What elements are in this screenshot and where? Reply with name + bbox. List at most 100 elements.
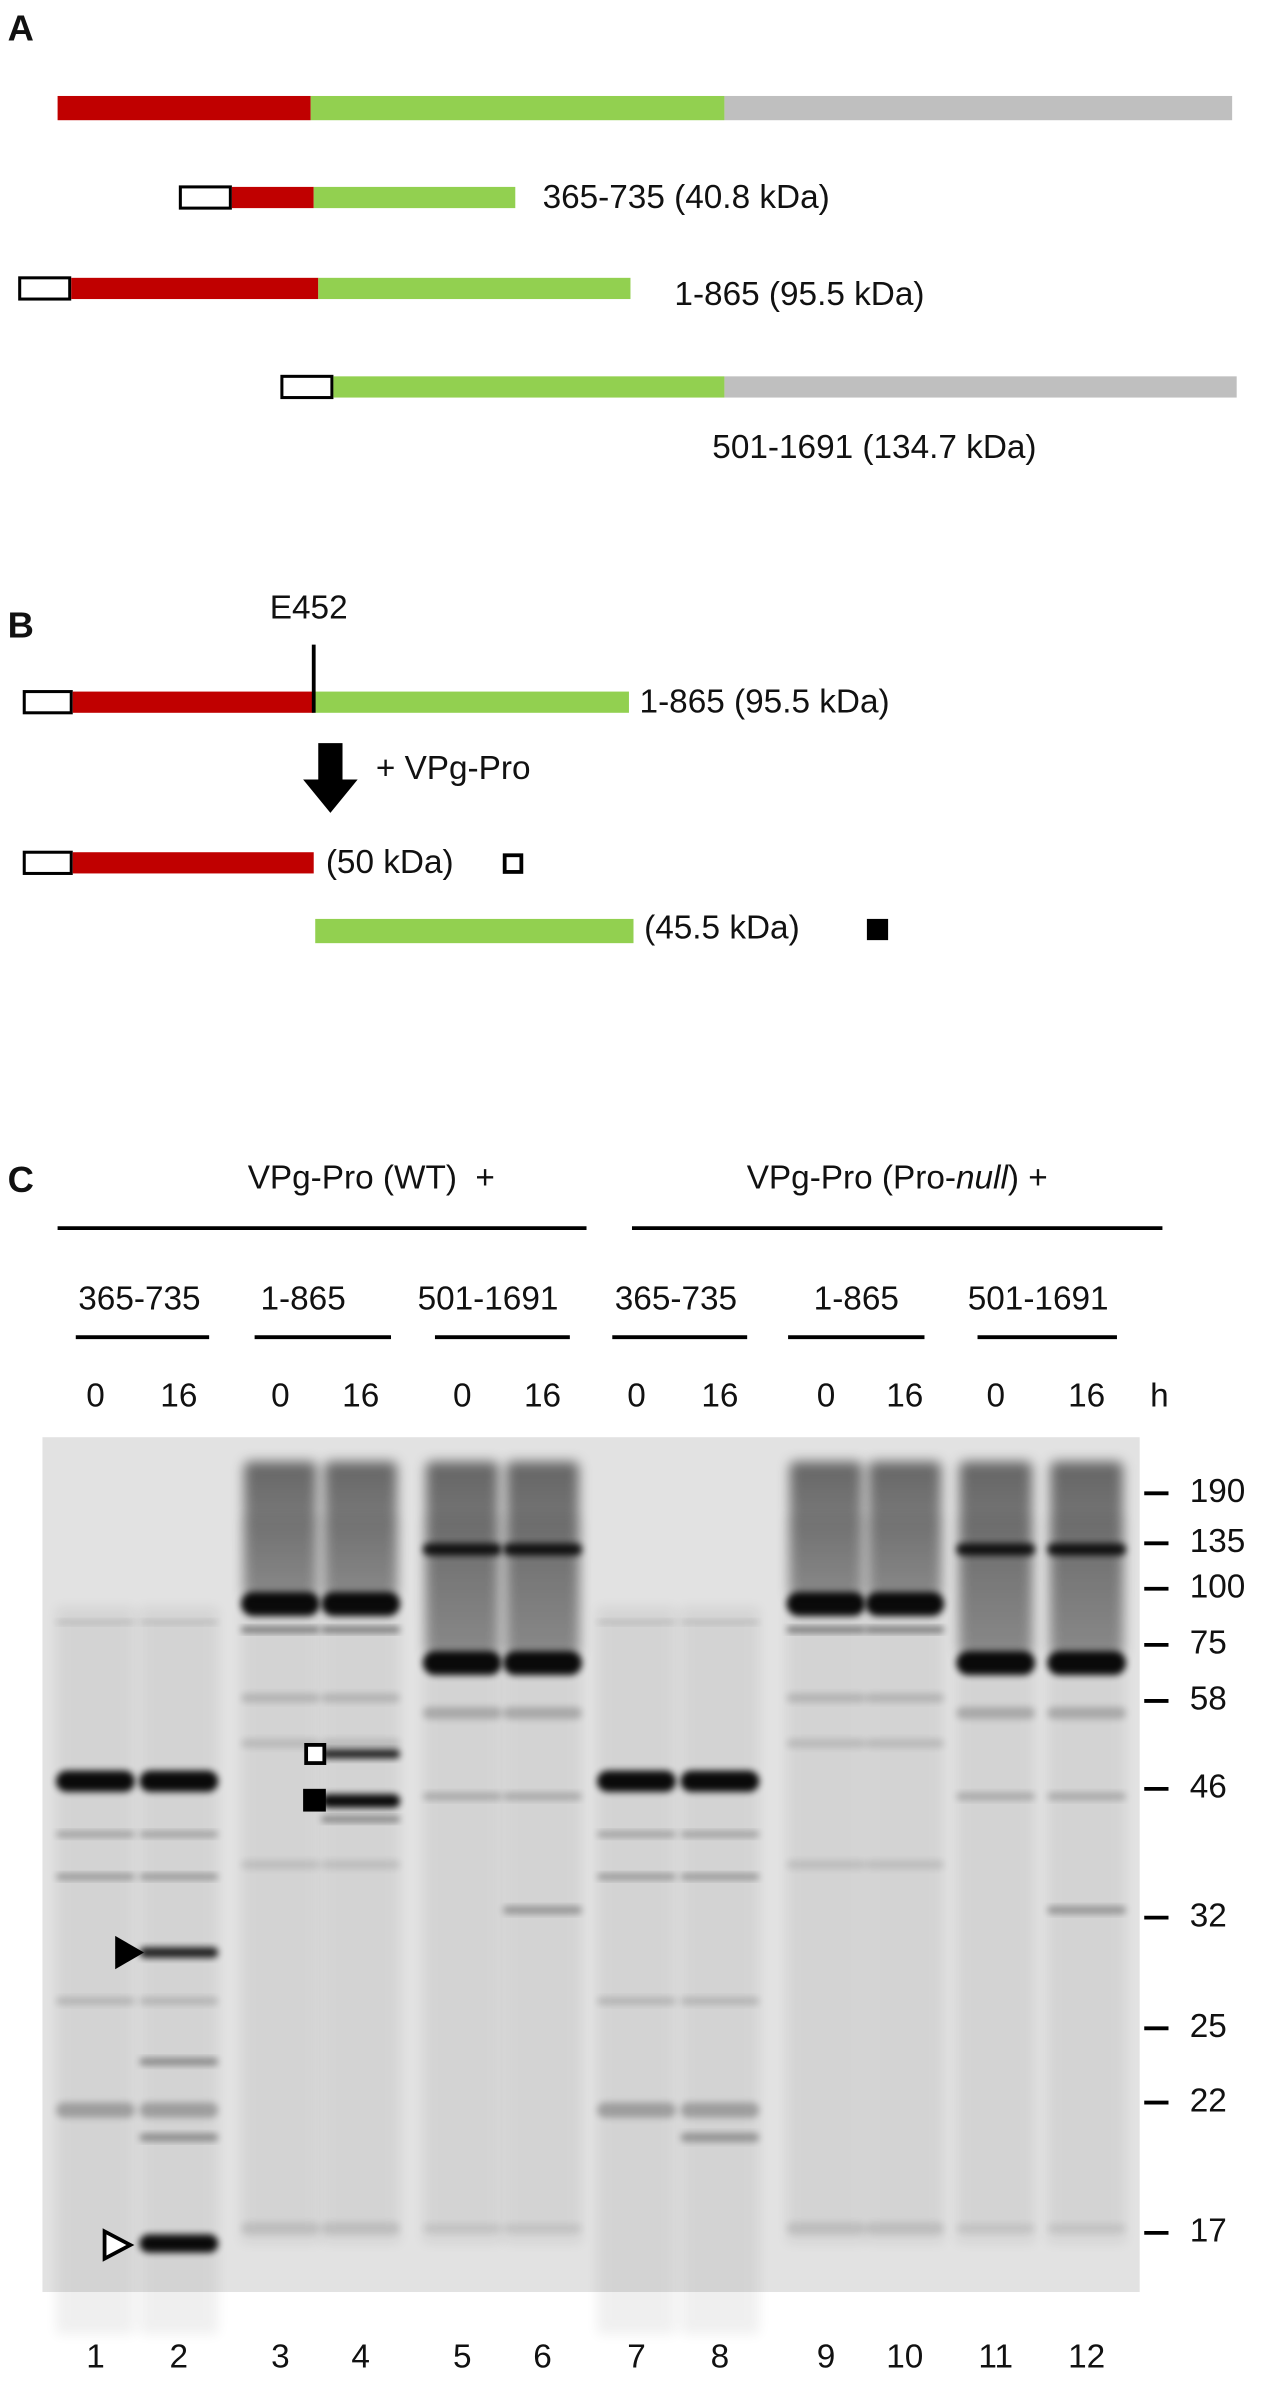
marker-label: 46 <box>1190 1769 1227 1806</box>
band <box>321 1626 401 1633</box>
product-label: (45.5 kDa) <box>644 909 800 946</box>
construct: 1-865 (95.5 kDa) <box>18 276 925 313</box>
product: (50 kDa) <box>22 844 524 881</box>
band <box>597 2102 676 2118</box>
band <box>597 1619 676 1625</box>
band <box>139 2133 219 2142</box>
lane-smear <box>786 1516 866 2244</box>
marker-label: 17 <box>1190 2213 1227 2250</box>
product: (45.5 kDa) <box>315 909 889 946</box>
band <box>680 1831 760 1838</box>
band <box>321 1816 401 1823</box>
band <box>680 2132 760 2142</box>
lane-top-smear <box>244 1461 317 1598</box>
time-label: 16 <box>1068 1378 1105 1415</box>
construct-label: 1-865 <box>260 1281 345 1318</box>
domain-red <box>57 95 311 121</box>
time-label: 16 <box>701 1378 738 1415</box>
tag <box>22 690 73 715</box>
domain-green <box>313 186 516 209</box>
band <box>1047 1543 1127 1556</box>
site-label: E452 <box>270 590 348 627</box>
band <box>503 1792 582 1801</box>
domain-gray <box>724 376 1237 398</box>
construct-label: 501-1691 <box>418 1281 559 1318</box>
band <box>139 1947 219 1958</box>
band <box>865 1591 945 1617</box>
lane-number: 3 <box>271 2338 290 2375</box>
band <box>786 1626 866 1633</box>
marker-label: 75 <box>1190 1625 1227 1662</box>
band <box>865 2222 945 2235</box>
group-label: VPg-Pro (Pro-null) + <box>747 1159 1048 1196</box>
lane-number: 10 <box>886 2338 923 2375</box>
band <box>139 1831 219 1838</box>
gel-bands <box>56 1461 1127 2335</box>
time-label: 0 <box>986 1378 1005 1415</box>
lane-smear <box>139 1606 219 2335</box>
band <box>786 1591 866 1617</box>
full-protein <box>57 95 1233 121</box>
time-label: 16 <box>342 1378 379 1415</box>
band <box>865 1738 945 1748</box>
band <box>56 1619 135 1625</box>
lane-top-smear <box>324 1461 398 1598</box>
domain-green <box>315 918 634 944</box>
band <box>956 1543 1036 1556</box>
band <box>422 1543 502 1556</box>
band <box>56 2102 135 2118</box>
lane-number: 2 <box>170 2338 189 2375</box>
band <box>139 1619 219 1625</box>
domain-red <box>71 277 319 300</box>
treatment-label: + VPg-Pro <box>376 750 531 787</box>
domain-red <box>231 186 314 209</box>
band <box>956 2223 1036 2233</box>
marker-label: 190 <box>1190 1473 1246 1510</box>
construct-label: 1-865 (95.5 kDa) <box>640 684 890 721</box>
lane-number: 5 <box>453 2338 472 2375</box>
tag <box>280 374 334 400</box>
time-label: 16 <box>160 1378 197 1415</box>
band <box>956 1792 1036 1801</box>
marker-label: 135 <box>1190 1523 1246 1560</box>
band <box>1047 1650 1127 1676</box>
lane-number: 9 <box>817 2338 836 2375</box>
band <box>786 1860 866 1870</box>
panel-label: A <box>8 7 34 48</box>
band <box>786 2222 866 2235</box>
band <box>503 1543 582 1556</box>
construct-label: 365-735 <box>78 1281 200 1318</box>
band <box>680 1873 760 1880</box>
marker-label: 25 <box>1190 2008 1227 2045</box>
domain-red <box>72 691 314 713</box>
construct-label: 1-865 (95.5 kDa) <box>674 276 924 313</box>
group-text-italic: null <box>956 1159 1009 1196</box>
group-text: VPg-Pro (Pro- <box>747 1159 956 1196</box>
band <box>240 1626 320 1633</box>
band <box>139 1873 219 1880</box>
band <box>680 2102 760 2118</box>
lane-number: 8 <box>711 2338 730 2375</box>
lane-top-smear <box>425 1461 499 1656</box>
marker-label: 22 <box>1190 2082 1227 2119</box>
band <box>321 1794 401 1808</box>
lane-top-smear <box>1050 1461 1124 1656</box>
lane-smear <box>680 1606 760 2335</box>
band <box>321 1738 401 1748</box>
band <box>503 1906 582 1914</box>
time-unit: h <box>1150 1378 1169 1415</box>
lane-top-smear <box>789 1461 863 1598</box>
open-square <box>502 853 524 874</box>
time-label: 0 <box>86 1378 105 1415</box>
panel-label: C <box>8 1159 34 1200</box>
time-label: 0 <box>817 1378 836 1415</box>
lane-smear <box>597 1606 676 2335</box>
domain-green <box>313 691 629 713</box>
group-text: VPg-Pro (WT) + <box>248 1159 495 1196</box>
panel-label: B <box>8 605 34 646</box>
filled-square <box>303 1788 326 1812</box>
construct-label: 365-735 <box>615 1281 737 1318</box>
arrow <box>303 743 358 813</box>
band <box>422 1706 502 1720</box>
